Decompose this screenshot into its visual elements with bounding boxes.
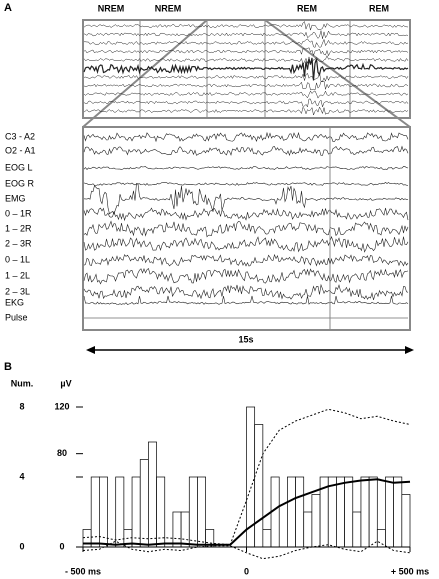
bar (344, 476, 354, 548)
overview-trace (83, 47, 409, 57)
stage-label: REM (297, 3, 317, 13)
channel-label: 0 – 1L (5, 254, 30, 264)
x-tick-label: - 500 ms (65, 566, 101, 576)
stage-label: NREM (155, 3, 182, 13)
x-tick-label: + 500 ms (391, 566, 429, 576)
yticks-label: 8 (19, 401, 24, 411)
channel-label: EKG (5, 297, 24, 307)
eeg-trace (83, 220, 409, 238)
channel-label: 2 – 3L (5, 286, 30, 296)
channel-label: Pulse (5, 312, 28, 322)
overview-trace (83, 30, 409, 39)
eeg-trace (83, 182, 409, 186)
channel-label: 0 – 1R (5, 208, 32, 218)
channel-label: EOG R (5, 178, 35, 188)
scale-label: 15s (238, 334, 253, 344)
x-tick-label: 0 (244, 566, 249, 576)
bar (188, 476, 198, 548)
bar (180, 511, 190, 548)
overview-trace (83, 80, 409, 91)
zoom-line (264, 19, 411, 128)
eeg-trace (83, 283, 409, 300)
channel-label: EMG (5, 193, 26, 203)
channel-label: C3 - A2 (5, 131, 35, 141)
eeg-trace (83, 253, 409, 267)
eeg-trace (83, 131, 409, 143)
stage-label: REM (369, 3, 389, 13)
bar (327, 476, 337, 548)
yticks-label: 0 (19, 541, 24, 551)
bar (156, 476, 166, 548)
bar (336, 476, 345, 548)
bar (197, 476, 206, 548)
bar (131, 476, 141, 548)
series-line (82, 540, 411, 560)
bar (393, 476, 403, 548)
overview-trace (83, 98, 409, 108)
overview-trace (84, 38, 409, 48)
overview-trace (83, 57, 409, 81)
series-line (83, 478, 411, 546)
panel-label: A (4, 2, 12, 14)
overview-box (82, 19, 411, 119)
y2ticks-label: 0 (59, 541, 64, 551)
bar (385, 476, 395, 548)
yticks-label: 4 (19, 471, 24, 481)
channel-label: O2 - A1 (5, 145, 36, 155)
bar (360, 476, 370, 548)
stage-label: NREM (98, 3, 125, 13)
eeg-trace (83, 183, 409, 215)
eeg-trace (83, 235, 409, 253)
y2ticks-label: 80 (57, 448, 67, 458)
bar (311, 494, 321, 548)
y2-axis-label: µV (60, 378, 71, 388)
panel-label: B (4, 361, 12, 373)
bar (254, 424, 264, 548)
bar (172, 511, 182, 548)
bar (368, 476, 378, 548)
bar (139, 459, 149, 548)
channel-label: 2 – 3R (5, 238, 32, 248)
bar (287, 476, 296, 548)
overview-trace (83, 21, 409, 32)
overview-trace (83, 90, 409, 99)
overview-trace (83, 55, 409, 66)
overview-trace (83, 72, 409, 82)
zoom-line (82, 19, 208, 128)
bar (401, 494, 411, 548)
bar (376, 529, 386, 548)
bar (115, 476, 125, 548)
bar (148, 441, 157, 548)
bar (352, 511, 362, 548)
channel-label: 1 – 2L (5, 270, 30, 280)
overview-trace (83, 106, 409, 116)
bar (262, 529, 272, 548)
detail-box (82, 126, 411, 331)
channel-label: EOG L (5, 162, 33, 172)
eeg-trace (83, 267, 409, 285)
bar (295, 476, 305, 548)
eeg-trace (83, 207, 409, 222)
channel-label: 1 – 2R (5, 223, 32, 233)
y2ticks-label: 120 (54, 401, 69, 411)
eeg-trace (83, 166, 409, 170)
bar (303, 511, 313, 548)
y-axis-label: Num. (11, 378, 34, 388)
eeg-trace (83, 295, 409, 305)
eeg-trace (83, 145, 409, 157)
